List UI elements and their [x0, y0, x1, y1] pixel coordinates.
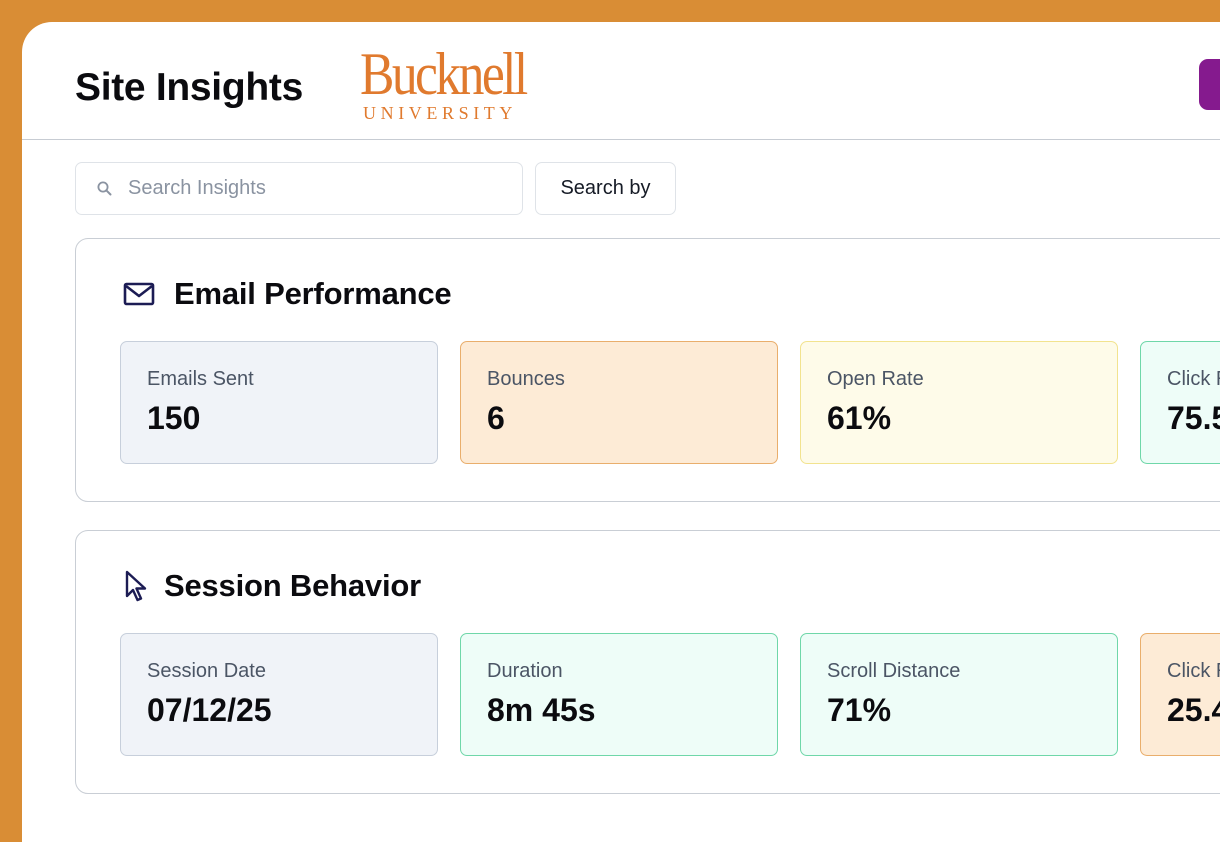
metric-card-click-rate: Click R 75.5 [1140, 341, 1220, 464]
search-box [75, 162, 523, 215]
metric-card-session-date: Session Date 07/12/25 [120, 633, 438, 756]
metric-card-emails-sent: Emails Sent 150 [120, 341, 438, 464]
metric-cards: Session Date 07/12/25 Duration 8m 45s Sc… [120, 633, 1220, 757]
cursor-icon [125, 570, 147, 602]
metric-card-click-rate: Click R 25.4 [1140, 633, 1220, 756]
mail-icon [123, 282, 155, 306]
logo-subtitle: UNIVERSITY [363, 103, 517, 123]
metric-value: 25.4 [1167, 692, 1220, 728]
metric-label: Emails Sent [147, 368, 254, 390]
section-title: Email Performance [174, 276, 452, 311]
search-icon [97, 181, 112, 196]
metric-value: 71% [827, 692, 892, 728]
metric-value: 61% [827, 400, 892, 436]
metric-value: 07/12/25 [147, 692, 272, 728]
section-header: Email Performance [122, 276, 452, 312]
metric-label: Scroll Distance [827, 660, 961, 682]
metric-label: Click R [1167, 660, 1220, 682]
metric-label: Duration [487, 660, 563, 682]
page-title: Site Insights [75, 66, 303, 109]
metric-value: 6 [487, 400, 505, 436]
metric-card-duration: Duration 8m 45s [460, 633, 778, 756]
email-performance-section: Email Performance Emails Sent 150 Bounce… [75, 238, 1220, 502]
metric-label: Click R [1167, 368, 1220, 390]
metric-cards: Emails Sent 150 Bounces 6 Open Rate 61% … [120, 341, 1220, 465]
search-by-button[interactable]: Search by [535, 162, 676, 215]
session-behavior-section: Session Behavior Session Date 07/12/25 D… [75, 530, 1220, 794]
search-input[interactable] [128, 163, 508, 213]
app-window: Site Insights Bucknell UNIVERSITY Search… [22, 22, 1220, 842]
page-header: Site Insights Bucknell UNIVERSITY [22, 22, 1220, 140]
section-title: Session Behavior [164, 568, 421, 603]
metric-label: Session Date [147, 660, 266, 682]
section-header: Session Behavior [122, 568, 421, 604]
logo-wordmark: Bucknell [360, 41, 528, 107]
metric-card-open-rate: Open Rate 61% [800, 341, 1118, 464]
metric-value: 150 [147, 400, 201, 436]
bucknell-logo: Bucknell UNIVERSITY [360, 44, 532, 124]
metric-label: Bounces [487, 368, 565, 390]
metric-value: 75.5 [1167, 400, 1220, 436]
metric-value: 8m 45s [487, 692, 596, 728]
metric-card-scroll-distance: Scroll Distance 71% [800, 633, 1118, 756]
metric-label: Open Rate [827, 368, 924, 390]
metric-card-bounces: Bounces 6 [460, 341, 778, 464]
header-action-button[interactable] [1199, 59, 1220, 110]
